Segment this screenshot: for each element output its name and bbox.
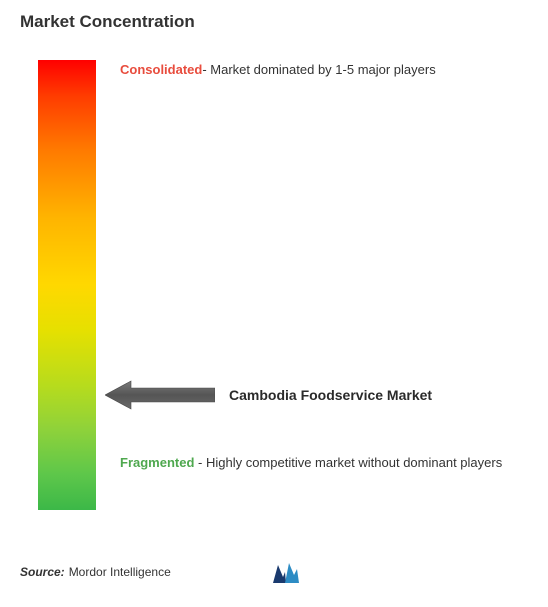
source-label: Source: (20, 565, 65, 579)
fragmented-tag: Fragmented (120, 455, 194, 470)
footer: Source: Mordor Intelligence (20, 559, 301, 585)
chart-area: Consolidated- Market dominated by 1-5 ma… (20, 60, 528, 520)
market-name-label: Cambodia Foodservice Market (229, 387, 432, 403)
consolidated-label: Consolidated- Market dominated by 1-5 ma… (120, 60, 436, 80)
fragmented-label: Fragmented - Highly competitive market w… (120, 452, 502, 474)
market-marker: Cambodia Foodservice Market (105, 379, 432, 411)
consolidated-desc: - Market dominated by 1-5 major players (202, 62, 435, 77)
fragmented-desc: - Highly competitive market without domi… (194, 455, 502, 470)
consolidated-tag: Consolidated (120, 62, 202, 77)
arrow-left-icon (105, 379, 215, 411)
concentration-gradient-bar (38, 60, 96, 510)
chart-title: Market Concentration (20, 12, 528, 32)
mordor-logo-icon (271, 559, 301, 585)
source-value: Mordor Intelligence (69, 565, 171, 579)
